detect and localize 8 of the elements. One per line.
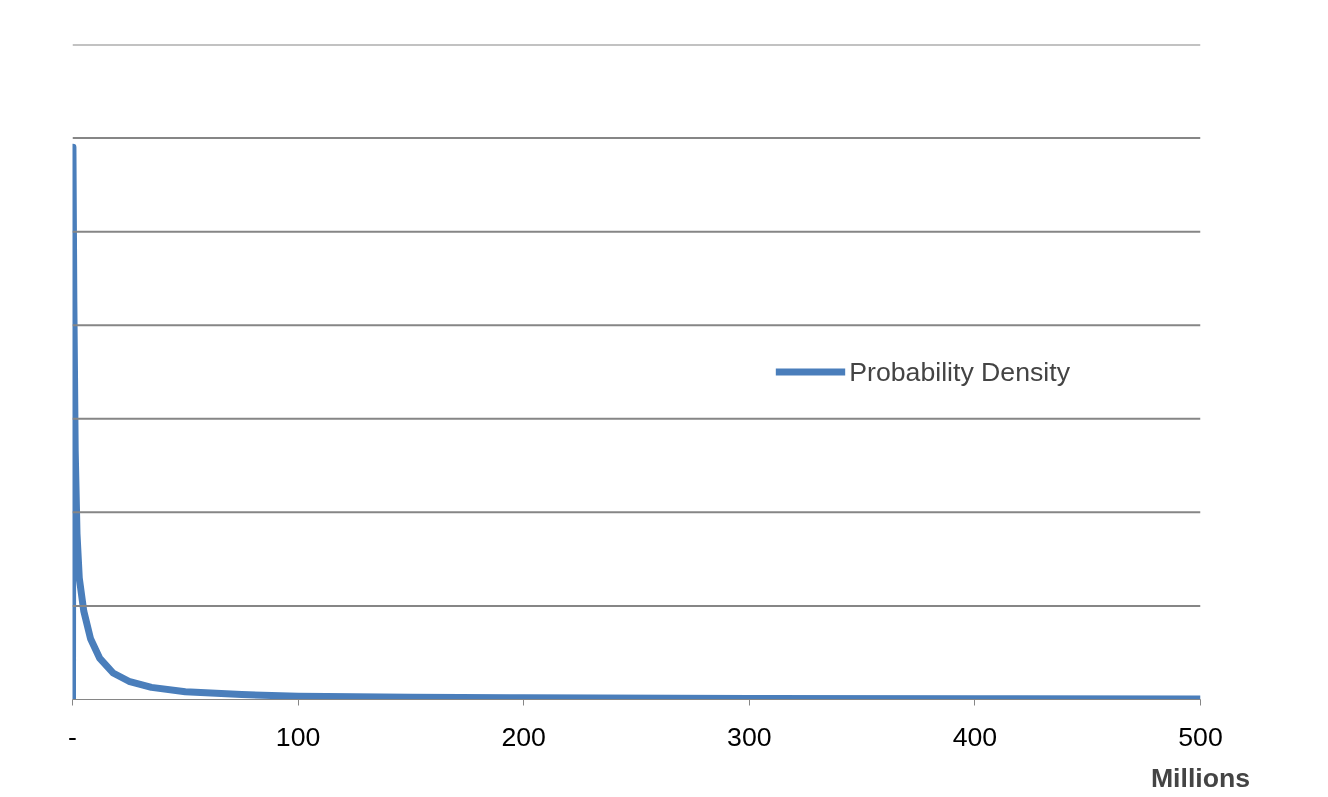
x-tick-label: 200	[501, 721, 546, 752]
x-tick-label: 500	[1178, 721, 1223, 752]
x-tick-label: 100	[275, 721, 321, 752]
legend-label: Probability Density	[849, 356, 1070, 387]
x-axis-title: Millions	[1150, 762, 1251, 793]
x-tick-label: 300	[727, 721, 772, 752]
x-tick-label: -	[68, 721, 77, 752]
x-tick-label: 400	[952, 721, 998, 752]
